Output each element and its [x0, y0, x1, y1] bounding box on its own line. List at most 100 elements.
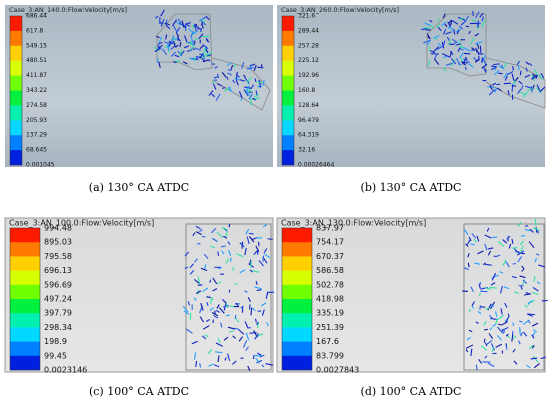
vector: [211, 237, 218, 242]
vector: [530, 357, 538, 360]
vector: [525, 67, 528, 72]
vector: [502, 62, 508, 69]
vector: [505, 261, 510, 268]
vector: [184, 22, 192, 25]
vector: [459, 52, 464, 59]
vector: [262, 224, 268, 228]
vector: [522, 92, 526, 98]
vector: [260, 302, 267, 307]
vector: [522, 279, 528, 284]
vector: [174, 54, 180, 58]
legend-label: 335.19: [316, 309, 344, 318]
vector: [243, 89, 249, 97]
vector: [267, 238, 273, 240]
vector: [512, 335, 517, 340]
vector: [175, 44, 179, 48]
vector: [536, 253, 540, 256]
vector: [199, 17, 205, 22]
vector: [442, 40, 446, 48]
vector: [197, 276, 201, 285]
vector: [262, 80, 265, 86]
vector: [189, 269, 195, 275]
legend-label: 343.22: [26, 87, 47, 94]
vector: [519, 327, 521, 335]
vector: [199, 53, 204, 56]
vector: [261, 309, 265, 316]
vector: [488, 314, 494, 320]
legend-band: [282, 30, 294, 47]
vector: [191, 340, 198, 345]
vector: [156, 58, 159, 63]
vector: [465, 56, 468, 60]
vector: [481, 19, 486, 28]
vector: [492, 82, 497, 86]
vector: [204, 264, 207, 270]
vector: [206, 296, 211, 299]
vector: [240, 305, 244, 309]
vector: [200, 302, 204, 311]
vector: [163, 41, 172, 45]
vector: [516, 250, 525, 256]
geometry-outline: [185, 223, 272, 371]
panel-bg: [4, 217, 274, 373]
vector: [249, 259, 252, 265]
vector: [216, 304, 220, 309]
legend-band: [282, 135, 294, 151]
vector: [465, 243, 469, 247]
legend-label: 696.13: [44, 266, 72, 275]
legend-band: [10, 299, 40, 314]
vector: [449, 50, 453, 58]
legend-band: [10, 270, 40, 286]
vector: [511, 83, 514, 92]
vector: [519, 275, 526, 279]
vector: [516, 60, 521, 66]
vector: [477, 250, 484, 255]
vector: [441, 22, 447, 27]
vector: [484, 243, 488, 251]
vector: [450, 58, 456, 67]
vector: [512, 65, 515, 71]
vector: [189, 57, 196, 61]
vector: [179, 41, 182, 48]
vector: [233, 63, 236, 68]
vector: [468, 329, 473, 333]
vector: [522, 320, 529, 325]
vector: [218, 307, 225, 314]
vector: [449, 26, 454, 31]
legend-label: 994.48: [44, 224, 72, 233]
vector: [227, 241, 231, 245]
vector: [522, 331, 528, 337]
vector: [471, 305, 475, 309]
legend-frame: [281, 15, 295, 166]
vector: [210, 245, 216, 249]
vector: [502, 239, 508, 244]
legend-label: 64.319: [298, 132, 319, 139]
vector: [436, 18, 440, 22]
vector: [424, 22, 431, 27]
vector: [202, 53, 206, 60]
vector: [225, 258, 230, 264]
vector: [258, 79, 262, 88]
vector: [524, 304, 528, 308]
vector: [487, 362, 495, 368]
vector: [195, 38, 199, 41]
vector: [222, 299, 227, 304]
vector: [475, 364, 478, 371]
vector: [521, 265, 525, 270]
legend-label: 99.45: [44, 351, 67, 360]
vector: [202, 287, 209, 292]
vector: [211, 81, 215, 84]
legend-band: [282, 270, 312, 286]
vector: [178, 22, 187, 28]
caption: (b) 130° CA ATDC: [361, 181, 462, 194]
vector: [246, 236, 250, 245]
vector: [473, 238, 477, 243]
vector: [474, 32, 480, 37]
panel-title: Case_3:AN_140.0:Flow:Velocity[m/s]: [9, 6, 127, 14]
vector: [213, 315, 219, 319]
vector: [153, 46, 160, 52]
vector: [527, 319, 531, 324]
vector: [257, 85, 263, 88]
vector: [525, 85, 532, 89]
